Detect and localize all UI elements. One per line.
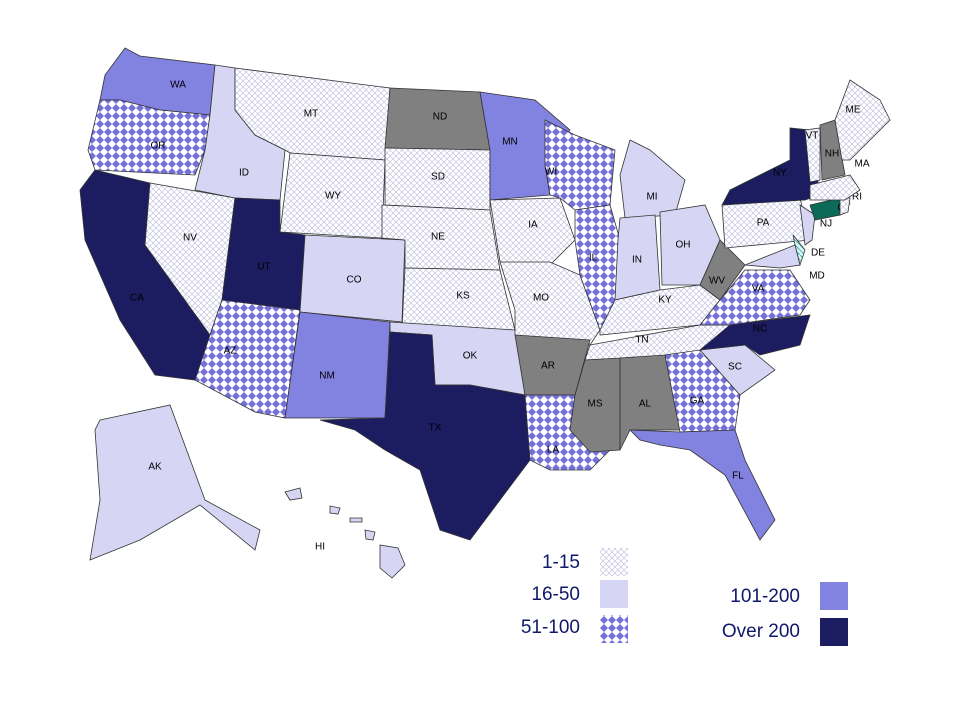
- state-label: AK: [148, 462, 162, 473]
- state-label: KS: [456, 291, 470, 302]
- state: [194, 299, 301, 419]
- state-label: MA: [855, 159, 870, 170]
- state-label: OH: [676, 240, 691, 251]
- legend-label: 1-15: [542, 552, 580, 573]
- state-label: WY: [325, 191, 341, 202]
- state: [819, 119, 846, 181]
- state: [544, 119, 616, 211]
- state-label: MO: [533, 293, 549, 304]
- state-label: NH: [825, 149, 839, 160]
- state: [619, 139, 686, 219]
- state: [804, 127, 821, 183]
- state-label: CA: [130, 293, 144, 304]
- state-label: RI: [852, 192, 862, 203]
- state: [619, 354, 681, 451]
- legend-swatch: [600, 615, 628, 643]
- island: [364, 529, 376, 541]
- legend-label: 101-200: [730, 586, 800, 607]
- state-label: NJ: [820, 219, 832, 230]
- state-label: UT: [257, 262, 270, 273]
- state: [284, 311, 391, 419]
- state: [809, 197, 841, 221]
- state-label: WA: [170, 80, 186, 91]
- state-label: NY: [773, 168, 787, 179]
- state: [664, 349, 741, 433]
- state: [319, 331, 531, 541]
- state-label: WI: [545, 167, 557, 178]
- legend-swatch: [600, 548, 628, 576]
- island: [329, 505, 341, 515]
- state: [489, 197, 576, 266]
- state: [809, 174, 861, 201]
- state-label: OR: [151, 141, 166, 152]
- state-label: KY: [658, 295, 672, 306]
- state-label: IL: [589, 253, 598, 264]
- state-label: VT: [806, 131, 819, 142]
- state-label: WV: [709, 276, 725, 287]
- state: [379, 544, 406, 579]
- state: [89, 404, 261, 561]
- legend-label: 16-50: [531, 584, 580, 605]
- state-label: IA: [528, 220, 538, 231]
- state-label: SC: [728, 362, 742, 373]
- state-label: AL: [639, 399, 652, 410]
- legend-swatch: [820, 618, 848, 646]
- island: [284, 487, 303, 501]
- state-label: NC: [753, 324, 767, 335]
- state-label: TX: [429, 423, 442, 434]
- legend-label: Over 200: [722, 621, 800, 642]
- state-label: TN: [635, 335, 648, 346]
- state: [834, 79, 891, 161]
- state-label: ND: [433, 112, 447, 123]
- state-label: VA: [752, 284, 765, 295]
- state-label: OK: [463, 351, 478, 362]
- state-label: SD: [431, 172, 445, 183]
- state: [744, 244, 801, 269]
- state: [799, 204, 816, 246]
- state-label: NM: [319, 371, 335, 382]
- state-label: HI: [315, 542, 325, 553]
- state-label: AR: [541, 361, 555, 372]
- state-label: NE: [431, 232, 445, 243]
- legend-swatch: [820, 582, 848, 610]
- state: [499, 261, 601, 346]
- state-label: LA: [547, 445, 560, 456]
- state-label: MS: [588, 399, 603, 410]
- state-label: MI: [646, 192, 657, 203]
- state-label: DE: [811, 248, 825, 259]
- state-label: MT: [304, 109, 318, 120]
- state: [699, 269, 811, 326]
- island: [349, 517, 363, 523]
- state-label: NV: [183, 233, 197, 244]
- state-label: GA: [690, 396, 705, 407]
- state-label: ME: [846, 105, 861, 116]
- state-label: IN: [632, 255, 642, 266]
- state-label: MN: [502, 137, 518, 148]
- legend-swatch: [600, 580, 628, 608]
- state-label: PA: [757, 218, 770, 229]
- state: [628, 429, 776, 541]
- states: WA OR CA NV ID MT WY UT CO AZ NM ND SD NE KS OK TX MN IA MO…: [79, 47, 891, 579]
- state-label: ID: [239, 168, 249, 179]
- state-label: FL: [732, 471, 744, 482]
- state-label: AZ: [224, 346, 237, 357]
- legend: 1-15 16-50 51-100 101-200 Over 200: [521, 548, 848, 646]
- state-label: MD: [809, 271, 825, 282]
- state-label: CO: [347, 275, 362, 286]
- legend-label: 51-100: [521, 617, 580, 638]
